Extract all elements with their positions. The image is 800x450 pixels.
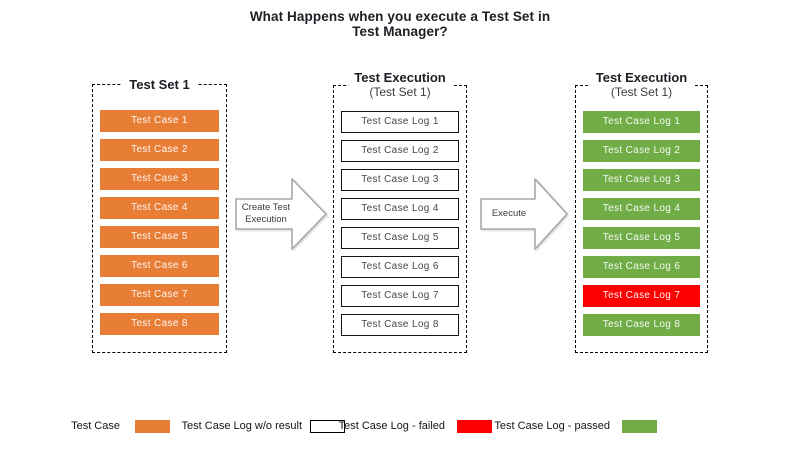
legend-label: Test Case Log w/o result [181, 420, 302, 432]
test-set-header: Test Set 1 [121, 78, 198, 92]
legend-item-log-passed: Test Case Log - passed [470, 419, 657, 433]
test-case-log-passed-row: Test Case Log 1 [583, 111, 700, 133]
test-case-row: Test Case 8 [100, 313, 219, 335]
test-case-row: Test Case 5 [100, 226, 219, 248]
green-swatch [622, 419, 657, 433]
test-case-row: Test Case 3 [100, 168, 219, 190]
test-case-row: Test Case 1 [100, 110, 219, 132]
arrow-label: Create Test Execution [241, 202, 291, 225]
test-set-group: Test Set 1 Test Case 1 Test Case 2 Test … [92, 78, 227, 353]
white-swatch [310, 419, 345, 433]
test-execution-result-header-subtitle: (Test Set 1) [610, 85, 673, 99]
test-case-log-passed-row: Test Case Log 2 [583, 140, 700, 162]
test-case-log-row: Test Case Log 2 [341, 140, 459, 162]
test-execution-header: Test Execution (Test Set 1) [348, 71, 452, 99]
legend-label: Test Case [71, 420, 120, 432]
test-case-row: Test Case 2 [100, 139, 219, 161]
execute-arrow: Execute [480, 178, 568, 250]
test-execution-header-title: Test Execution [354, 70, 446, 85]
arrow-label: Execute [491, 208, 527, 220]
legend-item-log-failed: Test Case Log - failed [310, 419, 492, 433]
legend-item-test-case: Test Case [30, 419, 170, 433]
test-case-log-passed-row: Test Case Log 5 [583, 227, 700, 249]
test-execution-result-header-title: Test Execution [595, 70, 688, 85]
test-case-log-passed-row: Test Case Log 3 [583, 169, 700, 191]
create-test-execution-arrow: Create Test Execution [235, 178, 327, 250]
right-block-arrow-icon [480, 178, 568, 250]
test-case-row: Test Case 7 [100, 284, 219, 306]
test-case-log-row: Test Case Log 5 [341, 227, 459, 249]
orange-swatch [135, 419, 170, 433]
right-block-arrow-icon [235, 178, 327, 250]
test-case-log-row: Test Case Log 4 [341, 198, 459, 220]
test-execution-group: Test Execution (Test Set 1) Test Case Lo… [333, 71, 467, 353]
legend-label: Test Case Log - passed [494, 420, 610, 432]
title-line-2: Test Manager? [352, 23, 448, 39]
legend-label: Test Case Log - failed [338, 420, 445, 432]
test-case-row: Test Case 4 [100, 197, 219, 219]
test-case-log-row: Test Case Log 1 [341, 111, 459, 133]
test-case-log-passed-row: Test Case Log 4 [583, 198, 700, 220]
test-case-row: Test Case 6 [100, 255, 219, 277]
test-case-log-row: Test Case Log 3 [341, 169, 459, 191]
test-execution-result-header: Test Execution (Test Set 1) [589, 70, 694, 99]
red-swatch [457, 419, 492, 433]
test-case-log-passed-row: Test Case Log 8 [583, 314, 700, 336]
test-execution-header-subtitle: (Test Set 1) [369, 85, 431, 99]
test-case-log-row: Test Case Log 7 [341, 285, 459, 307]
diagram-title: What Happens when you execute a Test Set… [200, 9, 600, 39]
legend-item-log-wo-result: Test Case Log w/o result [150, 419, 345, 433]
test-case-log-failed-row: Test Case Log 7 [583, 285, 700, 307]
test-execution-result-group: Test Execution (Test Set 1) Test Case Lo… [575, 71, 708, 353]
test-execution-result-rows: Test Case Log 1 Test Case Log 2 Test Cas… [583, 111, 700, 336]
test-execution-rows: Test Case Log 1 Test Case Log 2 Test Cas… [341, 111, 459, 336]
test-set-rows: Test Case 1 Test Case 2 Test Case 3 Test… [100, 110, 219, 335]
test-case-log-row: Test Case Log 6 [341, 256, 459, 278]
test-case-log-row: Test Case Log 8 [341, 314, 459, 336]
test-case-log-passed-row: Test Case Log 6 [583, 256, 700, 278]
title-line-1: What Happens when you execute a Test Set… [249, 9, 551, 24]
